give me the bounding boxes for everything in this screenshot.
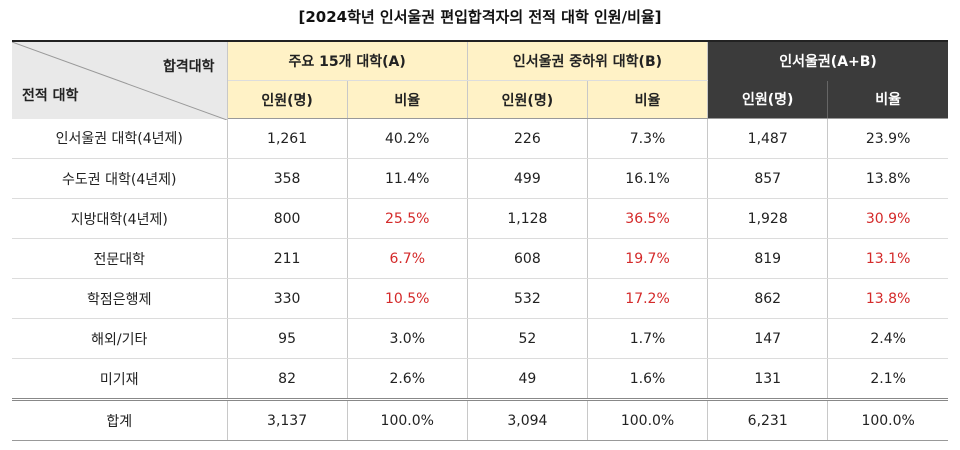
cell: 11.4% (346, 158, 468, 199)
group-header: 주요 15개 대학(A) (226, 40, 468, 81)
cell: 2.1% (827, 358, 948, 400)
cell: 52 (466, 318, 588, 359)
cell: 499 (466, 158, 588, 199)
cell: 13.1% (827, 238, 948, 279)
cell: 1,261 (226, 118, 348, 159)
table-row: 학점은행제 330 10.5% 532 17.2% 862 13.8% (12, 278, 948, 319)
cell: 3.0% (346, 318, 468, 359)
cell: 862 (707, 278, 829, 319)
cell: 25.5% (346, 198, 468, 239)
sub-header: 비율 (586, 80, 709, 119)
cell: 13.8% (827, 158, 948, 199)
cell: 226 (466, 118, 588, 159)
sub-header: 비율 (827, 80, 948, 119)
cell: 819 (707, 238, 829, 279)
table-row: 합계 3,137 100.0% 3,094 100.0% 6,231 100.0% (12, 398, 948, 441)
diagonal (12, 42, 227, 120)
row-label: 전문대학 (12, 238, 228, 279)
cell: 95 (226, 318, 348, 359)
cell: 1.6% (586, 358, 709, 400)
cell: 23.9% (827, 118, 948, 159)
sub-header: 인원(명) (466, 80, 588, 119)
cell: 358 (226, 158, 348, 199)
cell: 330 (226, 278, 348, 319)
corner-bottom: 전적 대학 (22, 87, 79, 104)
cell: 800 (226, 198, 348, 239)
cell: 100.0% (346, 398, 468, 441)
cell: 3,094 (466, 398, 588, 441)
cell: 100.0% (586, 398, 709, 441)
row-label: 학점은행제 (12, 278, 228, 319)
cell: 1,128 (466, 198, 588, 239)
cell: 16.1% (586, 158, 709, 199)
row-label: 미기재 (12, 358, 228, 400)
corner-cell: 합격대학 전적 대학 (12, 40, 228, 120)
cell: 2.4% (827, 318, 948, 359)
cell: 1,487 (707, 118, 829, 159)
row-label: 수도권 대학(4년제) (12, 158, 228, 199)
cell: 608 (466, 238, 588, 279)
cell: 147 (707, 318, 829, 359)
data-table: 합격대학 전적 대학 주요 15개 대학(A) 인서울권 중하위 대학(B) 인서울… (12, 40, 948, 441)
cell: 7.3% (586, 118, 709, 159)
cell: 131 (707, 358, 829, 400)
group-header: 인서울권(A+B) (707, 40, 948, 81)
cell: 30.9% (827, 198, 948, 239)
title: [2024학년 인서울권 편입합격자의 전적 대학 인원/비율] (298, 8, 662, 26)
cell: 857 (707, 158, 829, 199)
sub-header: 비율 (346, 80, 468, 119)
cell: 19.7% (586, 238, 709, 279)
table-row: 해외/기타 95 3.0% 52 1.7% 147 2.4% (12, 318, 948, 359)
cell: 1,928 (707, 198, 829, 239)
table-row: 수도권 대학(4년제) 358 11.4% 499 16.1% 857 13.8% (12, 158, 948, 199)
cell: 211 (226, 238, 348, 279)
cell: 532 (466, 278, 588, 319)
table-row: 전문대학 211 6.7% 608 19.7% 819 13.1% (12, 238, 948, 279)
cell: 13.8% (827, 278, 948, 319)
row-label: 해외/기타 (12, 318, 228, 359)
table-row: 미기재 82 2.6% 49 1.6% 131 2.1% (12, 358, 948, 400)
corner-top: 합격대학 (162, 59, 215, 75)
cell: 2.6% (346, 358, 468, 400)
sub-header: 인원(명) (226, 80, 348, 119)
row-label: 합계 (12, 398, 228, 441)
cell: 10.5% (346, 278, 468, 319)
cell: 100.0% (827, 398, 948, 441)
cell: 40.2% (346, 118, 468, 159)
cell: 36.5% (586, 198, 709, 239)
table-row: 지방대학(4년제) 800 25.5% 1,128 36.5% 1,928 30.9% (12, 198, 948, 239)
cell: 82 (226, 358, 348, 400)
cell: 1.7% (586, 318, 709, 359)
table-row: 인서울권 대학(4년제) 1,261 40.2% 226 7.3% 1,487 23.9% (12, 118, 948, 159)
cell: 6,231 (707, 398, 829, 441)
cell: 3,137 (226, 398, 348, 441)
group-header: 인서울권 중하위 대학(B) (466, 40, 709, 81)
cell: 6.7% (346, 238, 468, 279)
row-label: 인서울권 대학(4년제) (12, 118, 228, 159)
sub-header: 인원(명) (707, 80, 829, 119)
cell: 17.2% (586, 278, 709, 319)
cell: 49 (466, 358, 588, 400)
row-label: 지방대학(4년제) (12, 198, 228, 239)
